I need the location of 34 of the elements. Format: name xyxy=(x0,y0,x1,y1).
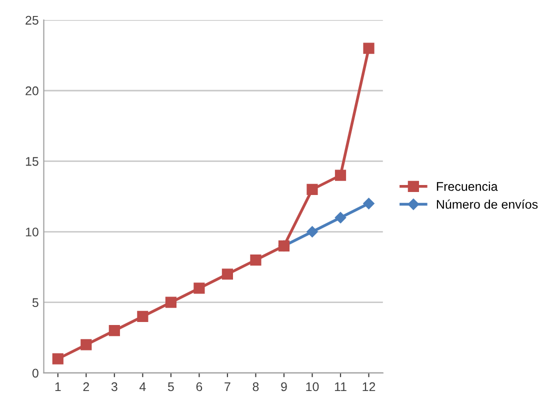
point xyxy=(165,296,176,308)
x-tick-label: 1 xyxy=(55,382,61,392)
y-tick-label: 0 xyxy=(32,368,38,378)
x-tick-label: 7 xyxy=(224,382,230,392)
point xyxy=(108,325,120,336)
x-tick-label: 6 xyxy=(196,382,202,392)
y-tick-label: 25 xyxy=(26,16,38,25)
point xyxy=(80,339,92,350)
y-tick-label: 5 xyxy=(32,298,38,308)
point xyxy=(306,184,318,195)
point xyxy=(363,42,374,54)
point xyxy=(137,310,148,322)
point xyxy=(363,198,374,210)
y-tick-label: 15 xyxy=(26,157,38,166)
legend-label: Frecuencia xyxy=(436,182,498,191)
x-tick-label: 10 xyxy=(306,382,319,392)
y-tick-label: 10 xyxy=(26,228,38,236)
x-tick-label: 3 xyxy=(111,382,118,392)
point xyxy=(334,212,346,224)
x-tick-label: 2 xyxy=(83,382,89,392)
x-tick-label: 9 xyxy=(281,382,287,392)
point xyxy=(334,170,346,181)
point xyxy=(250,254,262,266)
x-tick-label: 12 xyxy=(362,382,376,392)
point xyxy=(194,282,205,294)
point xyxy=(222,268,234,280)
x-tick-label: 4 xyxy=(139,382,146,392)
x-tick-label: 5 xyxy=(168,382,174,392)
y-tick-label: 20 xyxy=(26,86,38,96)
point xyxy=(52,353,64,364)
x-tick-label: 8 xyxy=(252,382,259,392)
legend-label: Número de envíos xyxy=(436,199,538,209)
point xyxy=(306,226,318,238)
x-tick-label: 11 xyxy=(334,382,346,392)
